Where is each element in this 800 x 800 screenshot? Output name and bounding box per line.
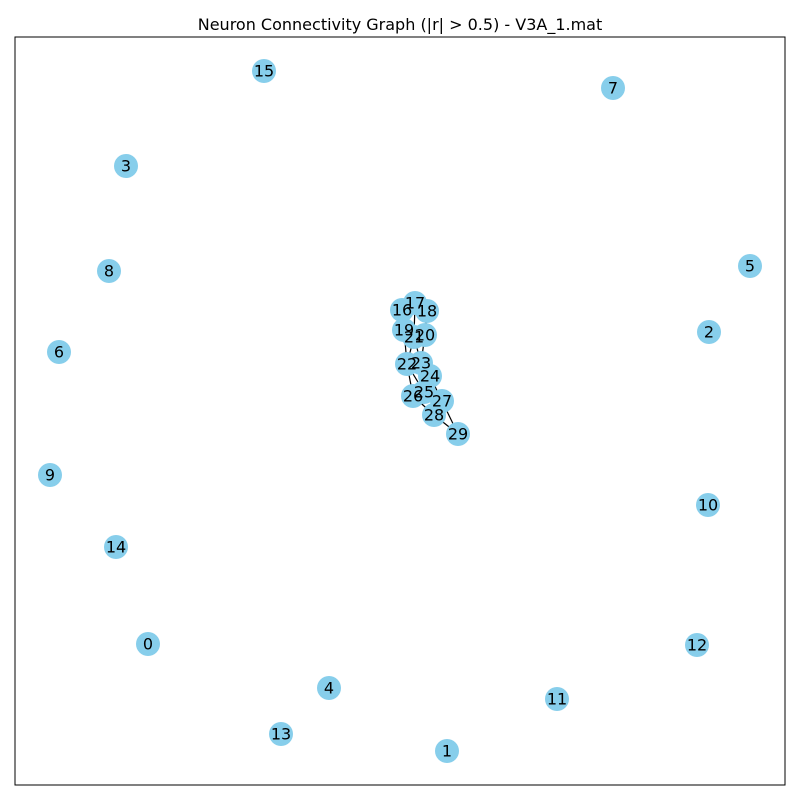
node-label-15: 15 — [254, 62, 274, 81]
node-label-16: 16 — [392, 301, 412, 320]
node-label-10: 10 — [698, 496, 718, 515]
node-label-8: 8 — [104, 262, 114, 281]
node-26 — [401, 384, 425, 408]
node-label-4: 4 — [324, 679, 334, 698]
node-label-24: 24 — [420, 367, 440, 386]
node-7 — [601, 76, 625, 100]
node-label-3: 3 — [121, 157, 131, 176]
node-2 — [697, 320, 721, 344]
node-10 — [696, 493, 720, 517]
node-label-6: 6 — [54, 343, 64, 362]
node-label-28: 28 — [424, 406, 444, 425]
node-label-27: 27 — [432, 392, 452, 411]
node-label-11: 11 — [547, 690, 567, 709]
node-label-14: 14 — [106, 538, 126, 557]
node-label-9: 9 — [45, 466, 55, 485]
node-4 — [317, 676, 341, 700]
node-9 — [38, 463, 62, 487]
node-label-12: 12 — [687, 636, 707, 655]
node-0 — [136, 632, 160, 656]
node-label-18: 18 — [417, 302, 437, 321]
node-label-21: 21 — [404, 328, 424, 347]
node-label-1: 1 — [442, 742, 452, 761]
node-label-23: 23 — [411, 354, 431, 373]
node-14 — [104, 535, 128, 559]
node-12 — [685, 633, 709, 657]
node-label-13: 13 — [271, 725, 291, 744]
node-1 — [435, 739, 459, 763]
node-label-19: 19 — [394, 321, 414, 340]
node-13 — [269, 722, 293, 746]
node-label-2: 2 — [704, 323, 714, 342]
node-label-26: 26 — [403, 387, 423, 406]
node-label-25: 25 — [414, 383, 434, 402]
node-label-29: 29 — [448, 425, 468, 444]
node-6 — [47, 340, 71, 364]
node-28 — [422, 403, 446, 427]
node-18 — [415, 299, 439, 323]
node-5 — [738, 254, 762, 278]
node-label-22: 22 — [397, 355, 417, 374]
node-label-5: 5 — [745, 257, 755, 276]
node-21 — [402, 325, 426, 349]
plot-frame — [14, 36, 786, 786]
node-15 — [252, 59, 276, 83]
node-3 — [114, 154, 138, 178]
graph-title: Neuron Connectivity Graph (|r| > 0.5) - … — [198, 15, 603, 35]
node-29 — [446, 422, 470, 446]
node-8 — [97, 259, 121, 283]
node-label-0: 0 — [143, 635, 153, 654]
node-label-20: 20 — [415, 326, 435, 345]
node-label-7: 7 — [608, 79, 618, 98]
node-label-17: 17 — [405, 294, 425, 313]
node-11 — [545, 687, 569, 711]
